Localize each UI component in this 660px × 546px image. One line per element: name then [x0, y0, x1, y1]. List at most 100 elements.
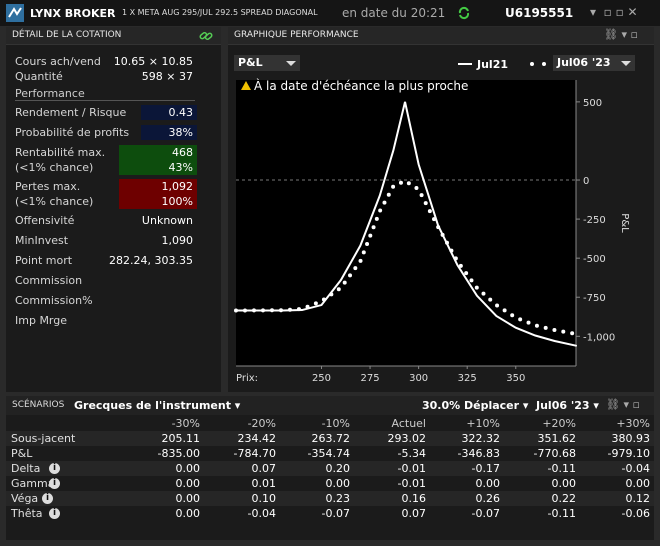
cell: 0.00 — [175, 507, 201, 520]
account: U6195551 — [505, 6, 574, 20]
cell: 0.00 — [551, 477, 577, 490]
cell: 322.32 — [461, 432, 501, 445]
refresh-icon[interactable] — [457, 6, 471, 20]
quote-row: MinInvest 1,090 — [15, 233, 197, 248]
quote-panel: DÉTAIL DE LA COTATION Cours ach/vend 10.6… — [6, 27, 221, 392]
row-value: 1,090 — [161, 234, 194, 247]
cell: -0.06 — [621, 507, 650, 520]
row-label: Véga — [11, 492, 39, 505]
quote-row: Commission% — [15, 293, 197, 308]
move-dropdown[interactable]: 30.0% Déplacer ▾ — [422, 399, 529, 412]
row-label: Delta — [11, 462, 41, 475]
panel-title: SCÉNARIOS — [12, 400, 65, 410]
table-row — [6, 446, 654, 461]
view-dropdown[interactable]: Grecques de l'instrument ▾ — [74, 399, 241, 412]
cell: 0.12 — [625, 492, 651, 505]
cell: -0.04 — [621, 462, 650, 475]
cell: 263.72 — [311, 432, 351, 445]
cell: 0.00 — [625, 477, 651, 490]
row-value: 38% — [168, 126, 193, 139]
quote-row: Rendement / Risque 0.43 — [15, 105, 197, 120]
row-label: Gamma — [11, 477, 55, 490]
table-row — [6, 506, 654, 521]
cell: 0.07 — [401, 507, 427, 520]
cell: 205.11 — [161, 432, 201, 445]
row-label: Offensivité — [15, 214, 75, 227]
cell: 0.01 — [251, 477, 277, 490]
cell: -770.68 — [533, 447, 576, 460]
panel-header: GRAPHIQUE PERFORMANCE — [228, 27, 654, 45]
cell: -346.83 — [457, 447, 500, 460]
table-row — [6, 491, 654, 506]
row-value: 282.24, 303.35 — [109, 254, 193, 267]
cell: 0.00 — [175, 462, 201, 475]
table-row — [6, 431, 654, 446]
link-icon[interactable] — [199, 30, 213, 42]
date-dropdown[interactable]: Jul06 '23 ▾ — [536, 399, 599, 412]
arrow — [286, 61, 296, 66]
row-value: 468 — [172, 146, 193, 159]
row-label: Cours ach/vend — [15, 55, 101, 68]
panel-controls[interactable]: ⛓ ▾ ▫ — [604, 28, 638, 41]
row-value: 43% — [168, 161, 193, 174]
row-value: 0.43 — [168, 106, 194, 119]
cell: -0.11 — [547, 462, 576, 475]
quote-row: Point mort 282.24, 303.35 — [15, 253, 197, 268]
quote-row: Offensivité Unknown — [15, 213, 197, 228]
row-value: 100% — [161, 195, 193, 208]
panel-controls[interactable]: ⛓ ▾ ▫ — [606, 398, 640, 411]
date-dropdown[interactable]: Jul06 '23 — [553, 55, 635, 71]
quote-row: Commission — [15, 273, 197, 288]
quote-row: Probabilité de profits 38% — [15, 125, 197, 140]
date: Jul06 '23 — [536, 399, 590, 412]
row-label: MinInvest — [15, 234, 69, 247]
cell: -0.17 — [471, 462, 500, 475]
metric-dropdown[interactable]: P&L — [234, 55, 300, 71]
brand: LYNX BROKER — [30, 7, 116, 20]
table-row — [6, 461, 654, 476]
row-label: Sous-jacent — [11, 432, 76, 445]
column-header: Actuel — [391, 417, 427, 430]
row-label: Probabilité de profits — [15, 126, 130, 139]
scenario-panel: SCÉNARIOS Grecques de l'instrument ▾ 30.… — [6, 396, 654, 540]
row-value: 10.65 × 10.85 — [113, 55, 193, 68]
panel-header: DÉTAIL DE LA COTATION — [6, 27, 221, 45]
cell: 380.93 — [611, 432, 651, 445]
value-box: Unknown — [95, 213, 197, 228]
cell: 0.10 — [251, 492, 277, 505]
row-label: Quantité — [15, 70, 63, 83]
cell: 0.20 — [325, 462, 351, 475]
logo — [6, 4, 24, 22]
legend-label: Jul06 '23 — [557, 56, 611, 69]
cell: -0.04 — [247, 507, 276, 520]
cell: -354.74 — [307, 447, 350, 460]
quote-row: Cours ach/vend 10.65 × 10.85 — [15, 54, 197, 69]
quote-row: Imp Mrge — [15, 313, 197, 328]
cell: -0.01 — [397, 462, 426, 475]
value-box: 1,092 100% — [119, 179, 197, 209]
row-label: (<1% chance) — [15, 161, 94, 174]
cell: 0.00 — [175, 477, 201, 490]
arrow — [621, 61, 631, 66]
cell: 0.22 — [551, 492, 577, 505]
value-box: 10.65 × 10.85 — [95, 54, 197, 69]
row-value: Unknown — [141, 214, 193, 227]
cell: 0.00 — [175, 492, 201, 505]
row-label: Rendement / Risque — [15, 106, 127, 119]
row-label: Rentabilité max. — [15, 146, 106, 159]
cell: 0.00 — [325, 477, 351, 490]
cell: -0.01 — [397, 477, 426, 490]
table-row — [6, 476, 654, 491]
column-header: -20% — [247, 417, 276, 430]
chart-panel: GRAPHIQUE PERFORMANCE ⛓ ▾ ▫ P&L Jul06 '2… — [228, 27, 654, 392]
value-box: 598 × 37 — [95, 69, 197, 84]
info-icon: i — [49, 478, 60, 489]
window-controls[interactable]: ▾ ▫ ▫ ✕ — [590, 5, 638, 19]
quote-row: Pertes max. (<1% chance) 1,092 100% — [15, 179, 197, 209]
cell: -835.00 — [157, 447, 200, 460]
move: 30.0% Déplacer — [422, 399, 520, 412]
cell: -784.70 — [233, 447, 276, 460]
cell: -0.07 — [321, 507, 350, 520]
value-box: 282.24, 303.35 — [95, 253, 197, 268]
